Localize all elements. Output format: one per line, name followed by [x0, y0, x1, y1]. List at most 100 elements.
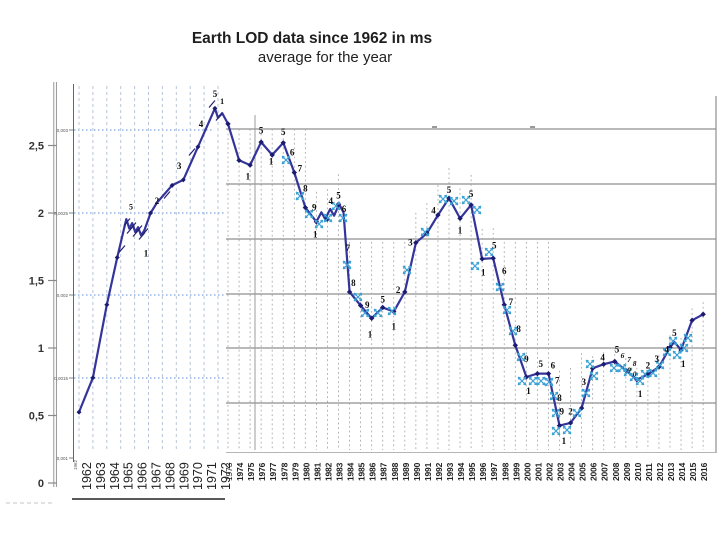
- annotation-digit: 4: [600, 352, 605, 362]
- x-label-1987: 1987: [379, 462, 389, 481]
- inner-y-label: 0,002: [57, 293, 69, 298]
- annotation-digit: 1: [246, 172, 251, 182]
- annotation-digit: 6: [290, 147, 295, 157]
- x-label-2006: 2006: [589, 462, 599, 481]
- annotation-digit: 4: [199, 119, 204, 129]
- x-label-1974: 1974: [235, 462, 245, 481]
- x-label-2014: 2014: [677, 462, 687, 481]
- x-label-1962: 1962: [80, 462, 94, 490]
- tick-slashes: [118, 100, 223, 253]
- annotation-digit: 6: [502, 266, 507, 276]
- x-label-2016: 2016: [699, 462, 709, 481]
- annotation-digit: 9: [559, 406, 564, 416]
- annotation-digit: 5: [259, 126, 264, 136]
- annotation-digit: 5: [336, 190, 341, 200]
- x-label-1977: 1977: [268, 462, 278, 481]
- x-label-2010: 2010: [633, 462, 643, 481]
- annotation-digit: 7: [555, 375, 560, 385]
- annotation-digit: 6: [551, 361, 556, 371]
- inner-x-label: 1962: [73, 459, 78, 470]
- x-label-2008: 2008: [611, 462, 621, 481]
- annotation-digit: 8: [557, 393, 562, 403]
- annotation-digit: 5: [213, 89, 218, 99]
- x-label-1970: 1970: [191, 462, 205, 490]
- y-label-2: 1: [38, 343, 44, 355]
- annotation-digit: 1: [313, 230, 318, 240]
- x-label-2001: 2001: [533, 462, 543, 481]
- x-label-1971: 1971: [205, 462, 219, 490]
- x-label-1994: 1994: [456, 462, 466, 481]
- x-label-1982: 1982: [323, 462, 333, 481]
- annotation-digit: 5: [281, 127, 286, 137]
- annotation-digit: 1: [638, 389, 643, 399]
- annotation-digit: 5: [672, 328, 677, 338]
- background-chart-grid: [226, 96, 717, 453]
- x-label-1972: 1972: [219, 462, 233, 490]
- annotation-digit: 7: [509, 297, 514, 307]
- annotation-digit: 5: [538, 359, 543, 369]
- overlay-chart-1962-1972: 0 0,5 1 1,5 2 2,5 0,001 0,0015 0,002 0,0025 0,003 1…: [6, 82, 233, 504]
- x-label-1988: 1988: [390, 462, 400, 481]
- x-label-1991: 1991: [423, 462, 433, 481]
- x-label-1990: 1990: [412, 462, 422, 481]
- x-label-1979: 1979: [290, 462, 300, 481]
- x-label-2004: 2004: [567, 462, 577, 481]
- annotation-digit: 5: [469, 189, 474, 199]
- inner-y-label: 0,003: [57, 128, 69, 133]
- annotation-digit: 8: [351, 278, 356, 288]
- annotation-digit: 1: [144, 249, 149, 259]
- annotation-digit: 3: [408, 238, 413, 248]
- x-label-1989: 1989: [401, 462, 411, 481]
- annotation-digit: 9: [312, 203, 317, 213]
- annotation-digit: 4: [329, 196, 334, 206]
- x-label-1968: 1968: [163, 462, 177, 490]
- annotation-digit: 1: [269, 157, 274, 167]
- annotation-digit: 8: [303, 184, 308, 194]
- annotation-digit: 5: [129, 202, 133, 211]
- y-label-5: 2,5: [29, 141, 44, 153]
- inner-y-label: 0,0025: [54, 211, 68, 216]
- x-label-1963: 1963: [94, 462, 108, 490]
- x-label-1993: 1993: [445, 462, 455, 481]
- y-label-1: 0,5: [29, 411, 44, 423]
- x-label-2007: 2007: [600, 462, 610, 481]
- annotation-digit: 7: [346, 243, 351, 253]
- annotation-digit: 5: [615, 344, 620, 354]
- annotation-digit: 1: [526, 386, 531, 396]
- x-label-1976: 1976: [257, 462, 267, 481]
- annotation-digit: 3: [654, 354, 659, 364]
- chart-subtitle: average for the year: [257, 49, 393, 67]
- annotation-digit: 1: [681, 359, 686, 369]
- inner-y-label: 0,0015: [54, 376, 68, 381]
- x-label-2013: 2013: [666, 462, 676, 481]
- chart-title-block: Earth LOD data since 1962 in ms average …: [162, 29, 462, 68]
- x-label-2000: 2000: [522, 462, 532, 481]
- x-label-1981: 1981: [312, 462, 322, 481]
- annotation-digit: 1: [458, 226, 463, 236]
- x-label-1998: 1998: [500, 462, 510, 481]
- inner-y-label: 0,001: [57, 456, 69, 461]
- annotation-digit: 1: [481, 267, 486, 277]
- x-label-1996: 1996: [478, 462, 488, 481]
- annotation-digit: 3: [177, 161, 182, 171]
- annotation-digit: 3: [582, 377, 587, 387]
- x-label-1983: 1983: [335, 462, 345, 481]
- annotation-digit: 2: [155, 196, 160, 206]
- annotation-digit: 6: [621, 351, 625, 360]
- x-label-1984: 1984: [346, 462, 356, 481]
- x-label-1967: 1967: [150, 462, 164, 490]
- annotation-digit: 1: [562, 436, 567, 446]
- y-label-0: 0: [38, 478, 44, 490]
- annotation-digit: 0: [633, 370, 637, 379]
- x-axis-labels-right: 1973 1974 1975 1976 1977 1978 1979 1980 1981 1982…: [224, 462, 709, 481]
- annotation-digit: 6: [342, 204, 347, 214]
- annotation-digit: 8: [516, 324, 521, 334]
- x-label-1964: 1964: [108, 462, 122, 490]
- annotation-digit: 7: [298, 163, 303, 173]
- leap-second-arrows: [281, 155, 693, 436]
- annotation-digit: 5: [492, 240, 497, 250]
- annotation-digit: 4: [664, 344, 669, 354]
- y-label-3: 1,5: [29, 276, 44, 288]
- annotation-digit: 4: [431, 205, 436, 215]
- year-dashed-gridlines: [227, 129, 704, 450]
